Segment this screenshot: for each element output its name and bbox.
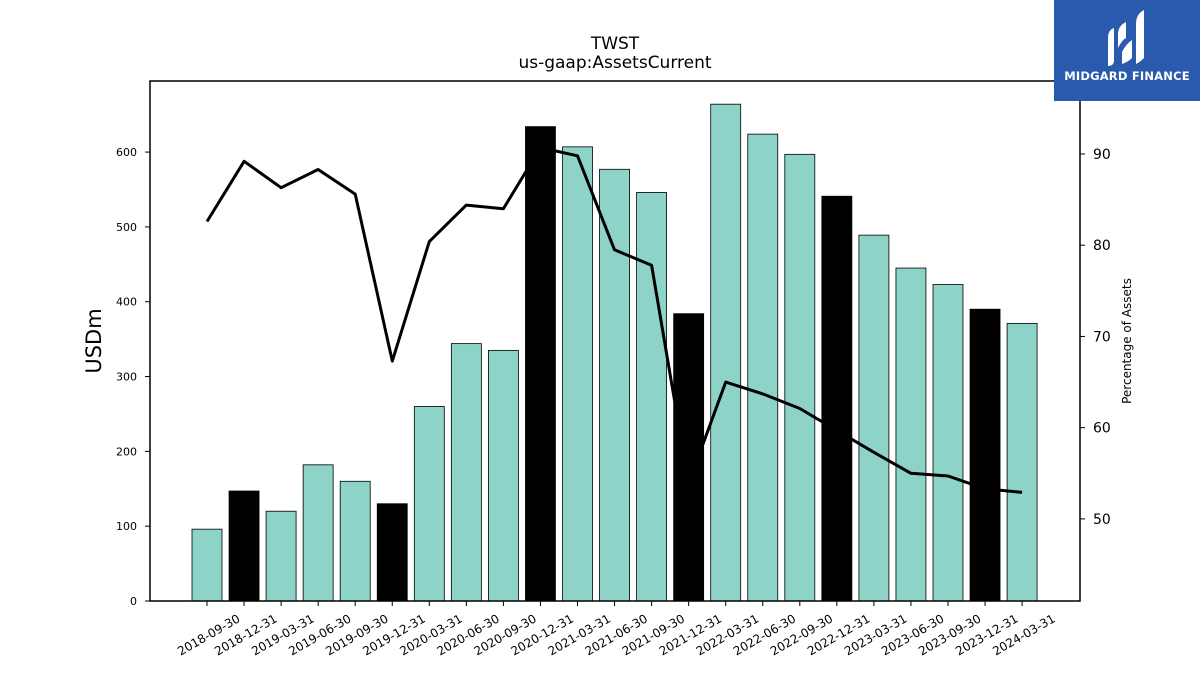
bar-2021-09-30 [636,192,667,602]
bar-2023-12-31 [969,308,1001,602]
y-axis-ticks: 0 100 200 300 400 500 600 [116,146,150,608]
y2-tick-label: 80 [1093,238,1111,254]
bar-2020-12-31 [525,126,556,602]
y-tick-label: 300 [116,371,137,384]
y2-tick-label: 70 [1093,329,1111,345]
bar-2022-09-30 [784,153,816,602]
bar-2020-09-30 [487,349,519,602]
bar-2019-06-30 [302,464,334,602]
bar-2022-06-30 [747,133,779,602]
logo-text: MIDGARD FINANCE [1064,69,1190,83]
bar-2019-03-31 [265,510,297,602]
bar-2023-09-30 [932,284,964,602]
y-axis-label: USDm [82,308,106,373]
bar-2024-03-31 [1006,323,1038,602]
y2-tick-label: 90 [1093,147,1111,163]
y-tick-label: 500 [116,221,137,234]
bar-2021-03-31 [562,146,593,602]
x-axis-ticks: 2018-09-302018-12-312019-03-312019-06-30… [175,601,1058,658]
bar-2022-12-31 [821,195,853,602]
bar-2020-06-30 [450,343,482,602]
bar-2022-03-31 [710,103,742,602]
bar-2020-03-31 [413,406,445,602]
bar-2023-06-30 [895,267,927,602]
y2-tick-label: 50 [1093,512,1111,528]
chart-subtitle: us-gaap:AssetsCurrent [518,53,711,73]
bar-2019-09-30 [339,480,371,602]
logo-mark-icon [1108,10,1144,66]
y-tick-label: 0 [130,595,137,608]
bar-2023-03-31 [858,234,890,602]
bar-2019-12-31 [376,503,408,602]
y-tick-label: 400 [116,296,137,309]
y2-tick-label: 60 [1093,421,1111,437]
bar-2021-06-30 [599,168,630,602]
line-series [205,146,1023,494]
y-tick-label: 600 [116,146,137,159]
chart-title: TWST [590,34,640,54]
bar-series [191,103,1038,602]
bar-2018-09-30 [191,528,223,602]
y2-axis-label: Percentage of Assets [1120,278,1134,404]
y-tick-label: 100 [116,520,137,533]
logo: MIDGARD FINANCE [1054,0,1200,101]
bar-2018-12-31 [228,490,260,602]
y-tick-label: 200 [116,445,137,458]
y2-axis-ticks: 50 60 70 80 90 [1080,147,1111,528]
